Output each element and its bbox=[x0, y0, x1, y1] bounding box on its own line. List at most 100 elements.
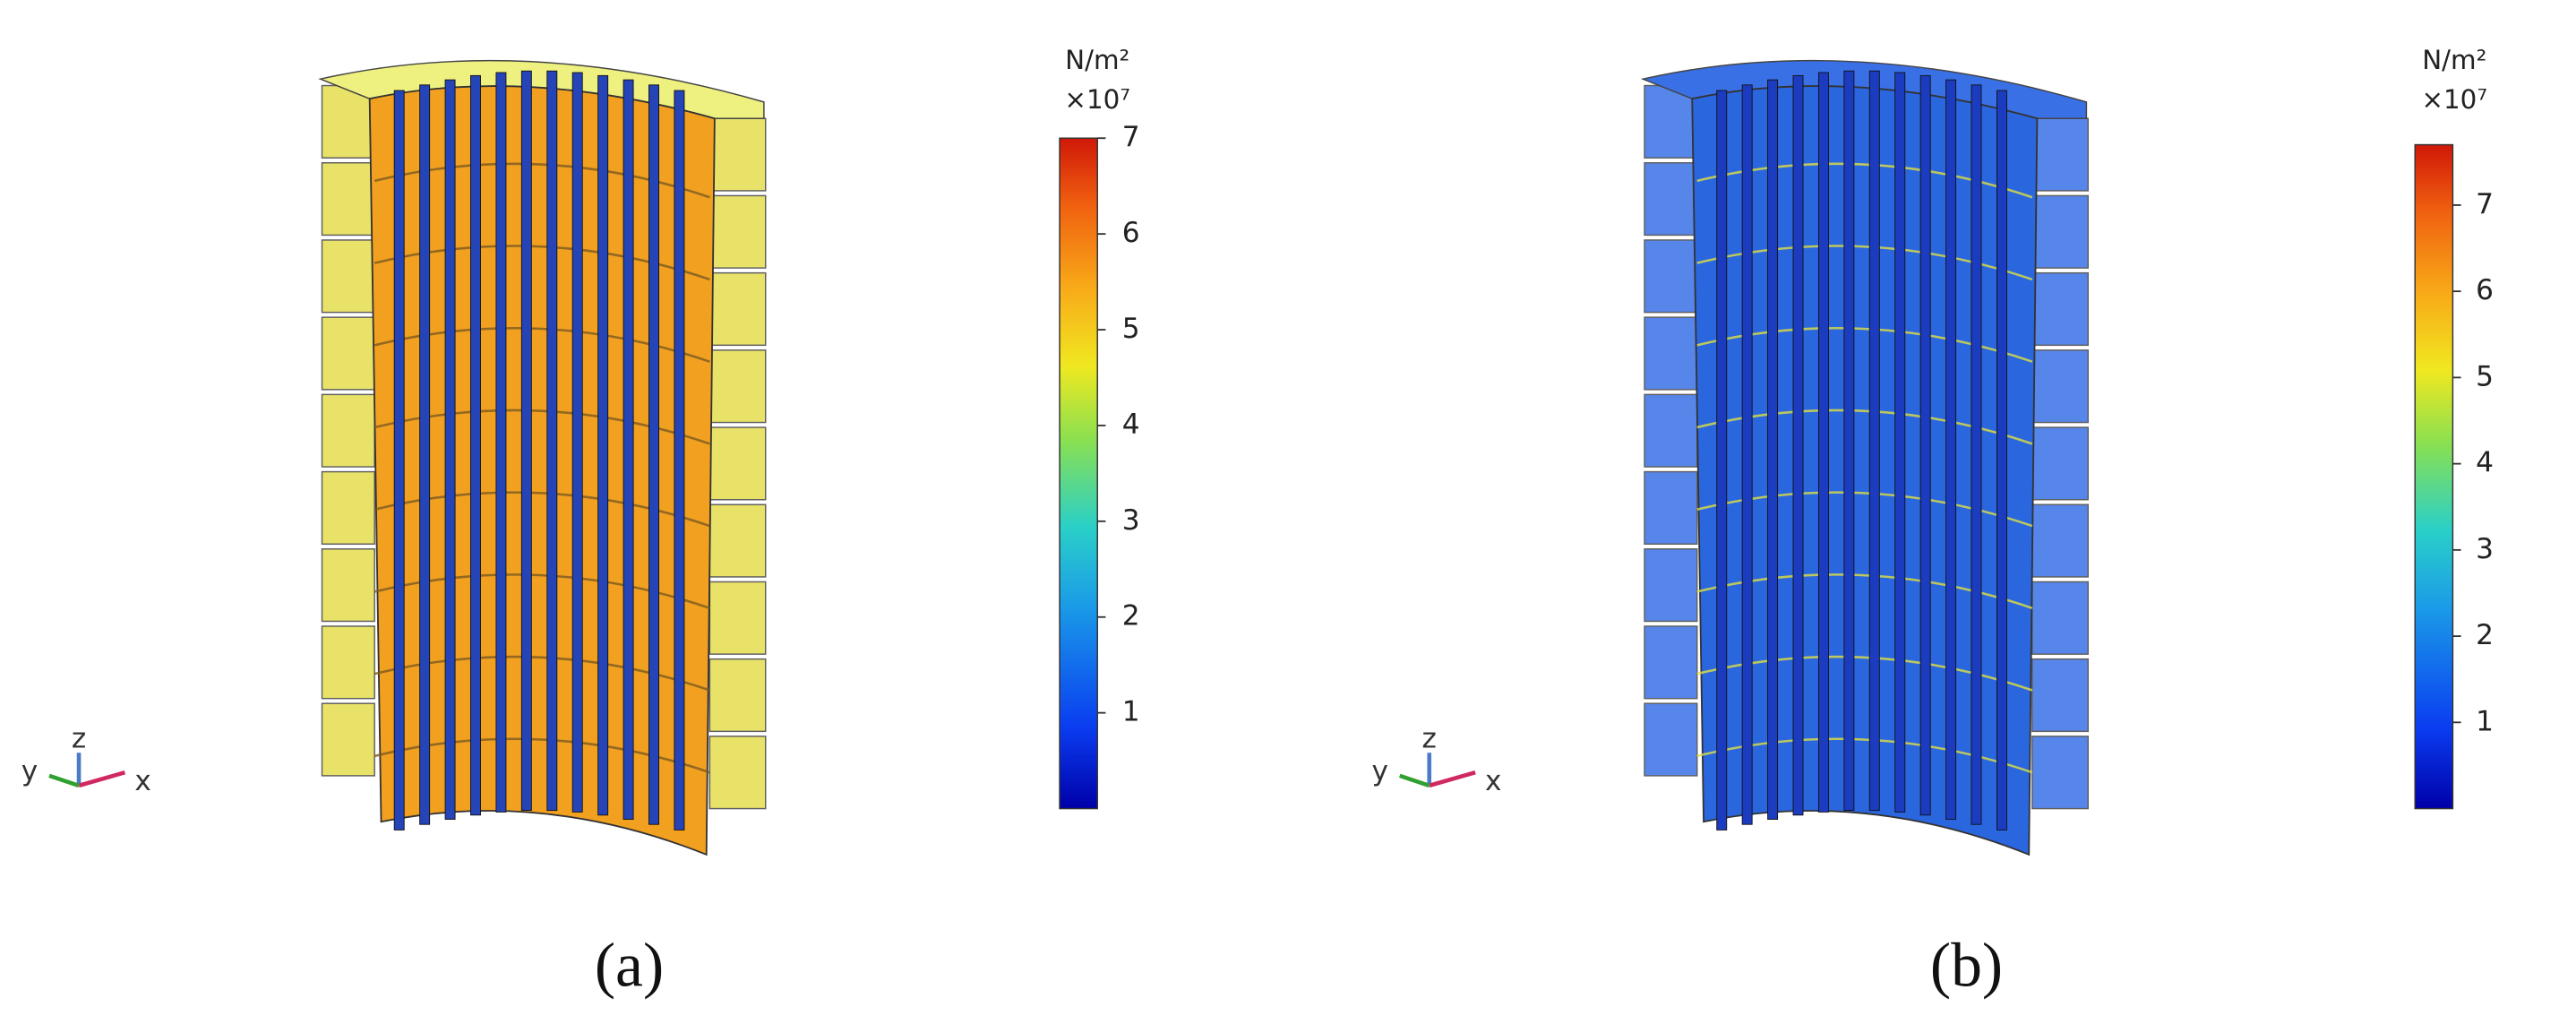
rod bbox=[1716, 90, 1728, 830]
triad-x bbox=[78, 770, 126, 788]
colorbar-tick-label: 3 bbox=[1122, 504, 1140, 537]
model-rendering bbox=[318, 59, 767, 856]
rod bbox=[546, 70, 558, 812]
rod bbox=[393, 90, 405, 830]
side-block bbox=[708, 736, 767, 810]
panel-caption: (b) bbox=[1930, 932, 2003, 1001]
colorbar-tick-label: 2 bbox=[2476, 619, 2494, 651]
axis-label: z bbox=[1422, 723, 1437, 755]
colorbar-tick-label: 7 bbox=[1122, 121, 1140, 153]
axis-label: x bbox=[134, 765, 150, 797]
colorbar-tick-label: 5 bbox=[2476, 360, 2494, 392]
side-block bbox=[708, 194, 767, 269]
ring-line bbox=[374, 326, 710, 363]
side-block bbox=[2031, 194, 2089, 269]
triad-y bbox=[48, 773, 80, 788]
ring-line bbox=[374, 162, 710, 199]
side-block bbox=[1644, 239, 1698, 314]
colorbar-tick-label: 6 bbox=[1122, 217, 1140, 249]
colorbar-tick-label: 1 bbox=[1122, 696, 1140, 728]
ring-line bbox=[374, 245, 710, 281]
panel: z x y 1 2 3 4 5 6 7 N/m² ×10⁷ (b) bbox=[1371, 45, 2493, 1000]
side-block bbox=[2031, 503, 2089, 578]
colorbar-multiplier: ×10⁷ bbox=[1064, 84, 1130, 115]
side-block bbox=[2031, 117, 2089, 192]
rod bbox=[1792, 74, 1804, 816]
ring-line bbox=[1696, 409, 2033, 445]
side-block bbox=[708, 349, 767, 424]
side-block bbox=[321, 470, 375, 546]
side-block bbox=[321, 239, 375, 314]
axis-label: x bbox=[1485, 765, 1501, 797]
ring-line bbox=[1696, 162, 2033, 199]
rod bbox=[1843, 70, 1855, 812]
colorbar-tick-label: 6 bbox=[2476, 274, 2494, 306]
ring-line bbox=[374, 491, 710, 528]
side-block bbox=[1644, 625, 1698, 700]
ring-line bbox=[1696, 491, 2033, 528]
side-block bbox=[321, 162, 375, 237]
side-block bbox=[1644, 162, 1698, 237]
ring-line bbox=[374, 573, 710, 610]
side-block bbox=[321, 548, 375, 623]
rod bbox=[1996, 90, 2007, 830]
side-block bbox=[321, 625, 375, 700]
rod bbox=[1945, 79, 1957, 820]
rod bbox=[623, 79, 634, 820]
colorbar-tick-label: 4 bbox=[2476, 447, 2494, 479]
rod bbox=[1919, 74, 1931, 816]
ring-line bbox=[374, 409, 710, 445]
ring-line bbox=[1696, 573, 2033, 610]
panel: z x y 1 2 3 4 5 6 7 N/m² ×10⁷ (a) bbox=[21, 45, 1140, 1000]
axis-label: z bbox=[72, 723, 86, 755]
ring-line bbox=[374, 655, 710, 692]
rod bbox=[571, 72, 583, 813]
rod bbox=[444, 79, 456, 820]
rod bbox=[470, 74, 481, 816]
colorbar-unit: N/m² bbox=[2422, 45, 2486, 75]
ring-line bbox=[1696, 737, 2033, 774]
colorbar-tick-label: 4 bbox=[1122, 409, 1140, 441]
rod bbox=[1741, 84, 1753, 825]
rod bbox=[674, 90, 685, 830]
rod bbox=[648, 84, 659, 825]
side-block bbox=[2031, 658, 2089, 733]
side-block bbox=[708, 503, 767, 578]
rod bbox=[1817, 72, 1829, 813]
side-block bbox=[321, 393, 375, 468]
rod bbox=[520, 70, 532, 812]
panel-caption: (a) bbox=[595, 932, 664, 1001]
side-block bbox=[708, 658, 767, 733]
side-block bbox=[2031, 426, 2089, 501]
rod bbox=[1894, 72, 1906, 813]
side-block bbox=[2031, 349, 2089, 424]
colorbar bbox=[2414, 143, 2454, 810]
side-block bbox=[708, 426, 767, 501]
colorbar bbox=[1059, 137, 1098, 810]
colorbar-multiplier: ×10⁷ bbox=[2421, 84, 2487, 115]
triad-y bbox=[1398, 773, 1430, 788]
side-block bbox=[1644, 393, 1698, 468]
ring-line bbox=[1696, 326, 2033, 363]
rod bbox=[1971, 84, 1982, 825]
colorbar-tick-label: 3 bbox=[2476, 533, 2494, 565]
colorbar-unit: N/m² bbox=[1065, 45, 1129, 75]
model-rendering bbox=[1640, 59, 2089, 856]
rod bbox=[1767, 79, 1779, 820]
side-block bbox=[1644, 470, 1698, 546]
rod bbox=[495, 72, 507, 813]
side-block bbox=[708, 117, 767, 192]
colorbar-tick-label: 7 bbox=[2476, 188, 2494, 220]
axis-label: y bbox=[1371, 755, 1387, 787]
colorbar-tick-label: 5 bbox=[1122, 313, 1140, 345]
side-block bbox=[2031, 581, 2089, 655]
colorbar-tick-label: 1 bbox=[2476, 705, 2494, 737]
side-block bbox=[708, 581, 767, 655]
ring-line bbox=[374, 737, 710, 774]
side-block bbox=[2031, 736, 2089, 810]
side-block bbox=[321, 316, 375, 391]
side-block bbox=[1644, 316, 1698, 391]
side-block bbox=[1644, 548, 1698, 623]
